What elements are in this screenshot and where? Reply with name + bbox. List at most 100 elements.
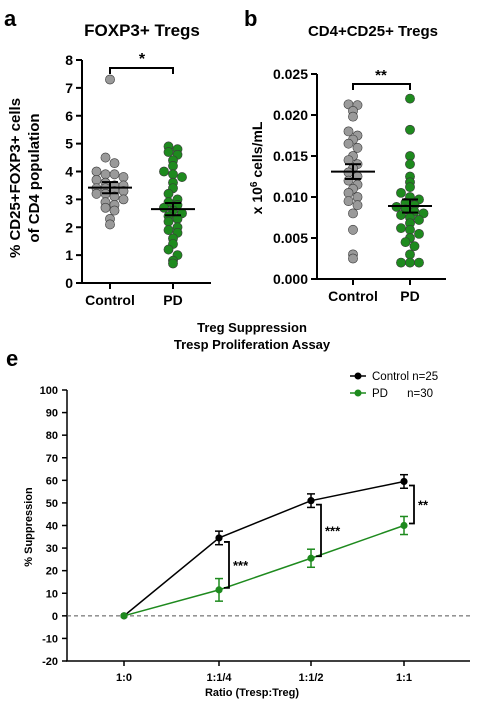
panel-b-significance-label: ** bbox=[375, 67, 387, 84]
panel-e-point-pd bbox=[400, 521, 408, 530]
panel-b-point bbox=[405, 93, 415, 104]
panel-a-point bbox=[91, 166, 102, 177]
panel-b-ylabel-prefix: x 10 bbox=[249, 187, 265, 214]
panel-a-ytick-label: 2 bbox=[65, 219, 73, 235]
panel-a-ytick-label: 0 bbox=[65, 275, 73, 291]
panel-a-ylabel-line2: of CD4 population bbox=[26, 113, 43, 242]
panel-b-point bbox=[348, 224, 358, 235]
panel-e-ytick-label: 40 bbox=[46, 521, 58, 533]
panel-a-point bbox=[168, 161, 178, 171]
legend-pd-marker bbox=[354, 389, 362, 397]
panel-a-point bbox=[118, 194, 129, 205]
panel-e-significance-bracket bbox=[224, 541, 230, 589]
panel-a-significance-label: * bbox=[139, 51, 146, 68]
panel-b-significance-bracket bbox=[352, 83, 411, 90]
panel-b-point bbox=[396, 187, 406, 198]
panel-a-point bbox=[168, 169, 178, 180]
panel-e-title: Treg Suppression bbox=[197, 320, 307, 335]
panel-b-point bbox=[405, 249, 415, 260]
panel-a-ylabel-line1: % CD25+FOXP3+ cells bbox=[7, 98, 24, 258]
panel-b-title: CD4+CD25+ Tregs bbox=[308, 23, 438, 40]
panel-b-point bbox=[405, 151, 415, 161]
panel-e-ytick-label: 60 bbox=[46, 475, 58, 487]
panel-b-point bbox=[343, 187, 354, 198]
panel-b: b CD4+CD25+ Tregs x 106 cells/mL 0.000 0.… bbox=[244, 6, 446, 304]
panel-e-point-control bbox=[215, 534, 223, 542]
panel-e-ytick-label: -10 bbox=[42, 633, 58, 645]
panel-a-ytick-label: 1 bbox=[65, 247, 73, 263]
panel-e-ytick-label: 30 bbox=[46, 543, 58, 555]
panel-e-significance-bracket bbox=[409, 484, 415, 525]
panel-b-point bbox=[405, 159, 415, 170]
panel-e-series-line-pd bbox=[123, 524, 405, 617]
panel-e-ytick-label: 0 bbox=[52, 611, 58, 623]
panel-b-point bbox=[348, 111, 358, 122]
panel-a-point bbox=[105, 219, 115, 230]
panel-b-point bbox=[348, 208, 358, 219]
panel-e: e Treg Suppression Tresp Proliferation A… bbox=[6, 320, 470, 699]
panel-e-point-control bbox=[400, 477, 408, 486]
panel-b-point bbox=[396, 257, 406, 268]
panel-a-point bbox=[163, 244, 174, 255]
panel-a-point bbox=[159, 202, 169, 213]
panel-b-point bbox=[405, 257, 415, 268]
panel-b-point bbox=[414, 215, 424, 225]
panel-e-ytick-label: 70 bbox=[46, 453, 58, 465]
panel-a-point bbox=[100, 202, 111, 213]
panel-a-point bbox=[109, 169, 120, 180]
panel-b-ytick-label: 0.005 bbox=[273, 230, 308, 246]
panel-e-xlabel: Ratio (Tresp:Treg) bbox=[205, 687, 299, 699]
panel-e-series-line-control bbox=[123, 480, 405, 617]
legend-control-label: Control n=25 bbox=[372, 371, 438, 383]
panel-b-xtick-pd: PD bbox=[400, 288, 419, 304]
panel-b-letter: b bbox=[244, 6, 257, 31]
panel-e-point-control bbox=[307, 497, 315, 505]
panel-b-ytick-label: 0.025 bbox=[273, 66, 308, 82]
panel-a-point bbox=[163, 225, 174, 235]
panel-e-significance-label: *** bbox=[233, 558, 249, 573]
legend-control-marker bbox=[354, 372, 362, 380]
panel-a-point bbox=[177, 172, 187, 182]
panel-b-point bbox=[352, 200, 363, 211]
panel-a-point bbox=[100, 169, 111, 180]
panel-b-ytick-label: 0.015 bbox=[273, 148, 308, 164]
panel-b-ytick-label: 0.010 bbox=[273, 189, 308, 205]
panel-a: a FOXP3+ Tregs % CD25+FOXP3+ cells of CD… bbox=[4, 6, 211, 308]
panel-a-point bbox=[91, 174, 102, 185]
panel-a-ytick-label: 6 bbox=[65, 108, 73, 124]
panel-e-ytick-label: -20 bbox=[42, 656, 58, 668]
panel-a-ytick-label: 4 bbox=[65, 164, 73, 180]
panel-e-significance-label: *** bbox=[325, 523, 341, 538]
panel-a-point bbox=[163, 147, 174, 157]
panel-e-point-pd bbox=[215, 586, 223, 594]
panel-a-ytick-label: 7 bbox=[65, 80, 73, 96]
panel-e-xtick-label: 1:1/4 bbox=[206, 672, 232, 684]
panel-b-point bbox=[405, 182, 415, 193]
panel-b-point bbox=[352, 192, 363, 202]
panel-a-title: FOXP3+ Tregs bbox=[84, 21, 200, 40]
panel-a-point bbox=[109, 205, 120, 216]
panel-a-letter: a bbox=[4, 6, 17, 31]
panel-e-xtick-label: 1:0 bbox=[116, 672, 132, 684]
panel-a-point bbox=[159, 166, 169, 177]
panel-e-ytick-label: 10 bbox=[46, 588, 58, 600]
panel-b-point bbox=[343, 138, 354, 149]
panel-b-ylabel: x 106 cells/mL bbox=[249, 121, 265, 214]
panel-a-xtick-control: Control bbox=[85, 292, 135, 308]
panel-b-ylabel-suffix: cells/mL bbox=[249, 121, 265, 181]
panel-a-point bbox=[118, 172, 129, 182]
panel-e-point-pd bbox=[307, 554, 315, 562]
panel-b-ytick-label: 0.020 bbox=[273, 107, 308, 123]
panel-e-significance-bracket bbox=[316, 503, 322, 558]
panel-a-point bbox=[163, 216, 174, 227]
panel-b-point bbox=[409, 241, 420, 252]
panel-e-ytick-label: 50 bbox=[46, 498, 58, 510]
panel-b-point bbox=[348, 253, 358, 264]
panel-e-ytick-label: 20 bbox=[46, 566, 58, 578]
panel-a-point bbox=[100, 152, 111, 163]
panel-a-significance-bracket bbox=[109, 67, 174, 74]
panel-b-point bbox=[343, 175, 354, 186]
panel-e-ylabel: % Suppression bbox=[23, 487, 35, 567]
panel-b-point bbox=[343, 196, 354, 206]
